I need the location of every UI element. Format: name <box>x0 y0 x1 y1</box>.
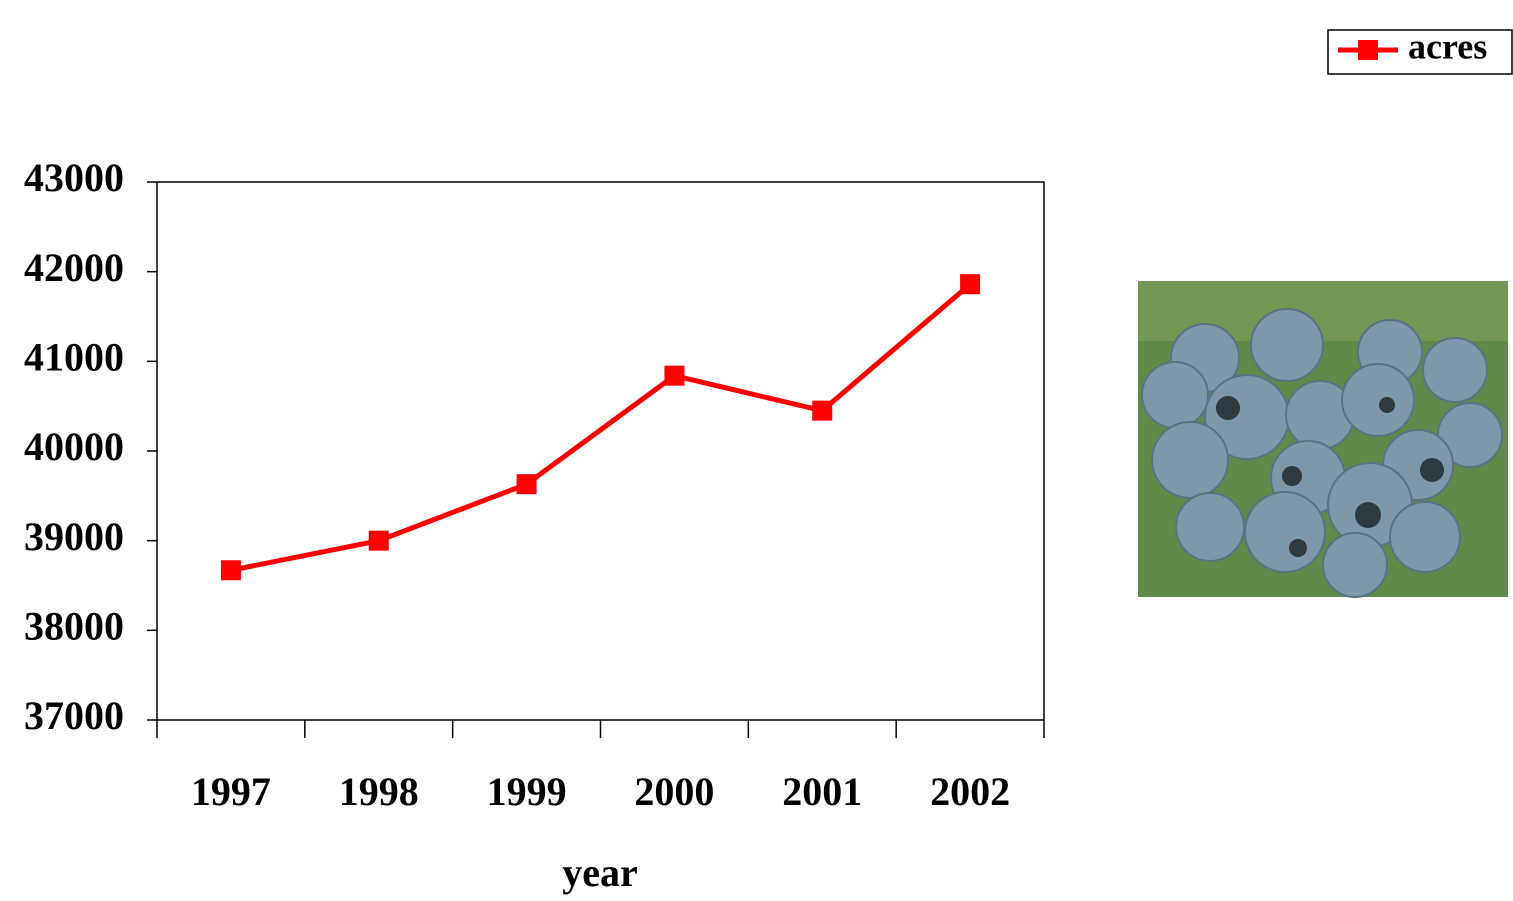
x-tick-label: 1997 <box>191 769 271 814</box>
y-tick-label: 37000 <box>24 693 124 738</box>
x-tick-label: 2002 <box>930 769 1010 814</box>
point <box>369 531 389 551</box>
x-tick-label: 2001 <box>782 769 862 814</box>
y-tick-label: 41000 <box>24 335 124 380</box>
series-line <box>231 284 970 570</box>
y-tick-label: 38000 <box>24 604 124 649</box>
y-tick-label: 42000 <box>24 245 124 290</box>
x-tick-label: 1999 <box>487 769 567 814</box>
point <box>664 366 684 386</box>
legend-label: acres <box>1408 26 1487 66</box>
x-tick-label: 1998 <box>339 769 419 814</box>
y-tick-label: 39000 <box>24 514 124 559</box>
chart: year 37000 38000 39000 40000 41000 42000 43000… <box>0 0 1513 901</box>
x-tick-label: 2000 <box>634 769 714 814</box>
y-tick-label: 43000 <box>24 155 124 200</box>
x-axis-label: year <box>562 850 638 895</box>
plot-area <box>157 182 1044 720</box>
point <box>960 274 980 294</box>
point <box>812 401 832 421</box>
legend: acres <box>1328 26 1512 74</box>
point <box>517 474 537 494</box>
photo <box>1138 281 1508 597</box>
y-tick-label: 40000 <box>24 424 124 469</box>
point <box>221 560 241 580</box>
legend-marker <box>1358 40 1378 60</box>
